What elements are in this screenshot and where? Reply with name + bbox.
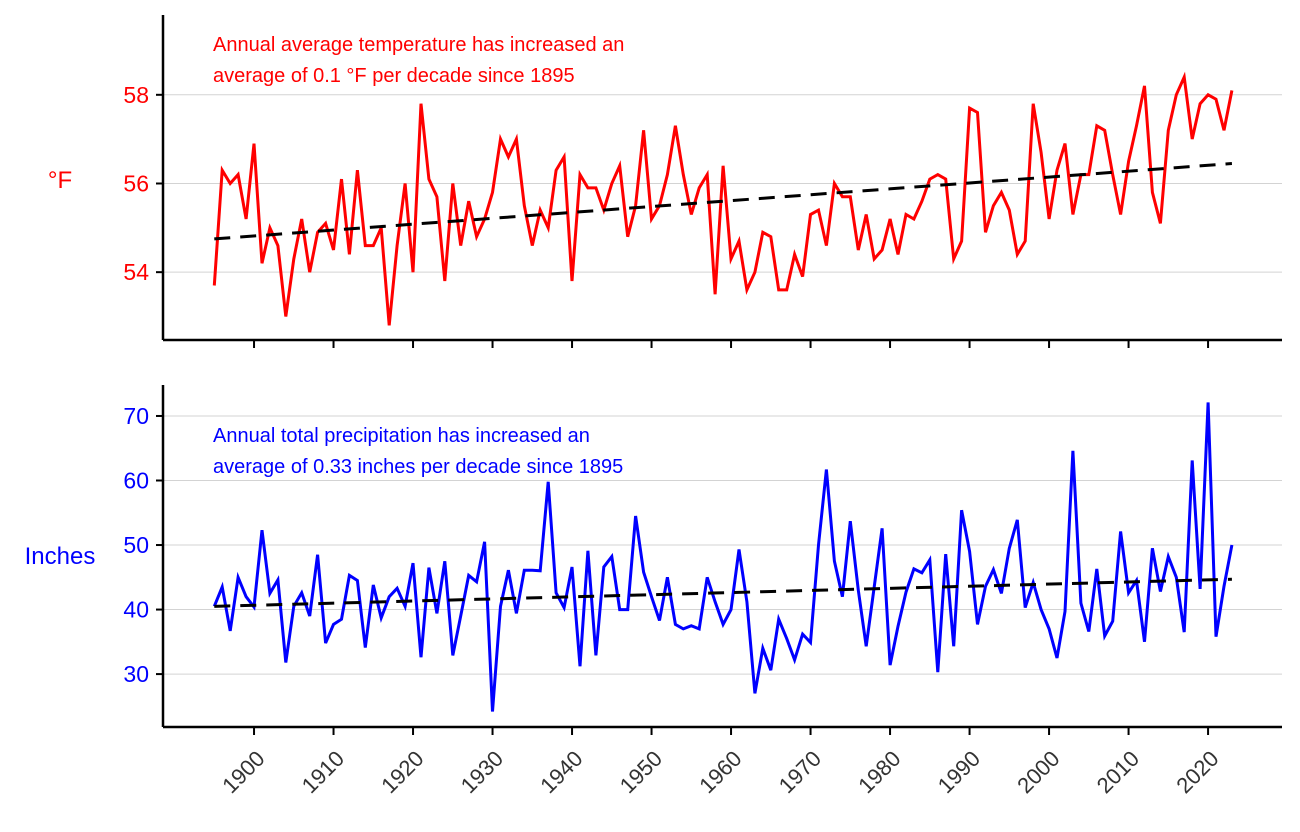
x-tick-label: 1980	[853, 746, 905, 798]
x-tick-label: 2020	[1171, 746, 1223, 798]
x-tick-label: 1940	[535, 746, 587, 798]
x-tick-label: 1900	[217, 746, 269, 798]
y-tick-label: 56	[123, 170, 149, 196]
trend-line	[214, 577, 1232, 608]
y-tick-label: 58	[123, 82, 149, 108]
precipitation-series-line	[212, 402, 1234, 712]
x-tick-label: 1990	[933, 746, 985, 798]
y-tick-label: 70	[123, 403, 149, 429]
precipitation-panel: 30 40 50 60 70 Inches Annual total precipitati…	[25, 385, 1282, 735]
annotation-text: average of 0.1 °F per decade since 1895	[213, 65, 575, 87]
x-tick-label: 1960	[694, 746, 746, 798]
x-tick-label: 2000	[1012, 746, 1064, 798]
y-tick-label: 54	[123, 259, 149, 285]
x-tick-label: 1950	[615, 746, 667, 798]
y-axis-label: Inches	[25, 543, 96, 570]
annotation-text: Annual total precipitation has increased…	[213, 425, 590, 447]
x-tick-label: 2010	[1092, 746, 1144, 798]
y-tick-label: 40	[123, 597, 149, 623]
x-tick-label: 1910	[297, 746, 349, 798]
y-tick-label: 30	[123, 661, 149, 687]
annotation-text: average of 0.33 inches per decade since …	[213, 456, 623, 478]
x-tick-label: 1930	[456, 746, 508, 798]
y-tick-label: 60	[123, 468, 149, 494]
y-axis-label: °F	[48, 167, 72, 194]
temperature-panel: 54 56 58 °F Annual average temperature has i…	[48, 15, 1282, 348]
annotation-text: Annual average temperature has increased…	[213, 34, 624, 56]
x-tick-label: 1920	[376, 746, 428, 798]
x-axis: 1900 1910 1920 1930 1940 1950 1960 1970 1980 1990…	[217, 746, 1223, 798]
x-tick-label: 1970	[774, 746, 826, 798]
temperature-series-line	[212, 71, 1234, 326]
y-tick-label: 50	[123, 532, 149, 558]
trend-line	[214, 162, 1233, 241]
